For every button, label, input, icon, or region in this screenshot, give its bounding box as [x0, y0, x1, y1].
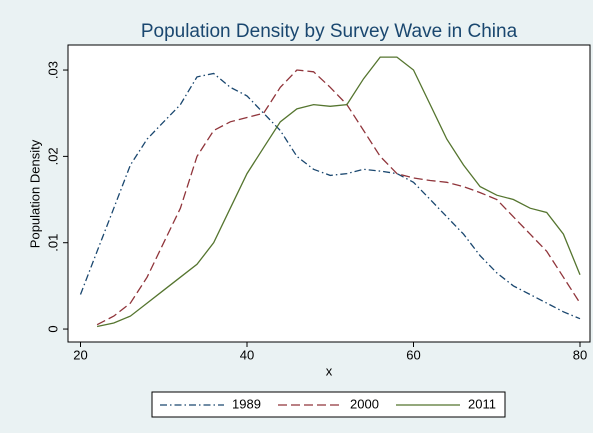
- x-tick-label: 80: [573, 347, 587, 362]
- y-tick-label: .01: [45, 234, 60, 252]
- y-axis-label: Population Density: [27, 139, 42, 248]
- x-tick-label: 20: [73, 347, 87, 362]
- legend-label: 1989: [232, 396, 261, 411]
- legend-label: 2011: [468, 396, 496, 411]
- plot-area: [67, 44, 591, 343]
- series-line: [79, 72, 581, 320]
- y-tick-label: 0: [45, 325, 60, 332]
- x-axis-label: x: [326, 363, 333, 378]
- legend-label: 2000: [350, 396, 379, 411]
- y-tick-label: .03: [45, 61, 60, 79]
- x-tick-label: 60: [406, 347, 420, 362]
- series-line: [96, 69, 581, 326]
- chart-title: Population Density by Survey Wave in Chi…: [141, 21, 518, 42]
- series-line: [96, 56, 581, 328]
- x-tick-label: 40: [240, 347, 254, 362]
- y-tick-label: .02: [45, 147, 60, 165]
